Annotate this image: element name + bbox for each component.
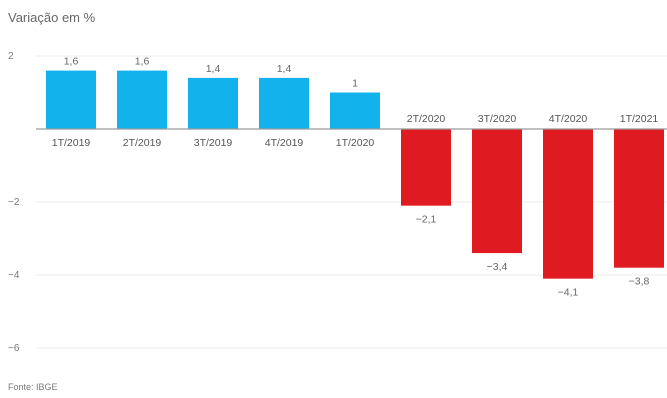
bar [401,129,451,206]
category-label: 2T/2020 [407,113,446,125]
category-label: 3T/2019 [194,137,233,149]
bar [188,77,238,129]
category-label: 3T/2020 [478,113,517,125]
value-label: −4,1 [558,287,579,299]
category-label: 4T/2019 [265,137,304,149]
category-label: 1T/2020 [336,137,375,149]
value-label: 1,6 [64,56,79,68]
value-label: −3,8 [629,276,650,288]
category-label: 2T/2019 [123,137,162,149]
y-tick-label: −6 [8,343,20,354]
category-label: 1T/2019 [52,137,91,149]
bar [330,92,380,129]
bar [472,129,522,254]
chart-subtitle: Variação em % [8,10,96,25]
bar [117,70,167,129]
bar [614,129,664,268]
category-label: 4T/2020 [549,113,588,125]
y-tick-label: −4 [8,270,20,281]
bars [46,70,664,279]
y-tick-label: 2 [8,51,14,62]
y-tick-label: −2 [8,197,20,208]
value-label: 1,6 [135,56,150,68]
bar [259,77,309,129]
value-label: 1,4 [206,63,221,75]
bar [543,129,593,279]
y-axis-ticks: 2 −2 −4 −6 [8,51,20,354]
value-label: 1 [352,78,358,90]
bar [46,70,96,129]
category-label: 1T/2021 [620,113,659,125]
value-labels: 1,6 1,6 1,4 1,4 1 −2,1 −3,4 −4,1 −3,8 [64,56,650,299]
value-label: −3,4 [487,261,508,273]
category-labels: 1T/2019 2T/2019 3T/2019 4T/2019 1T/2020 2T/20… [52,113,659,149]
value-label: 1,4 [277,63,292,75]
source-note: Fonte: IBGE [8,382,58,392]
value-label: −2,1 [416,214,437,226]
